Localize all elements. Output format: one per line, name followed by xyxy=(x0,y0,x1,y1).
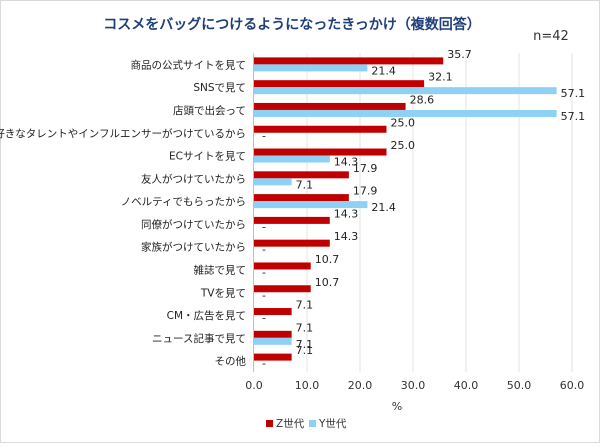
legend-swatch-y xyxy=(309,420,316,427)
bar-y-generation xyxy=(254,178,292,186)
data-label: 17.9 xyxy=(353,185,378,198)
x-tick-label: 0.0 xyxy=(245,379,263,392)
bar-z-generation xyxy=(254,57,444,65)
data-label: 7.1 xyxy=(296,321,314,334)
data-label: - xyxy=(262,129,266,142)
bar-z-generation xyxy=(254,262,311,270)
bar-z-generation xyxy=(254,239,330,247)
data-label: 10.7 xyxy=(315,276,340,289)
category-label: 家族がつけていたから xyxy=(141,241,246,254)
data-label: - xyxy=(262,266,266,279)
x-tick-label: 20.0 xyxy=(348,379,373,392)
category-labels: 商品の公式サイトを見て SNSで見て店頭で出会って好きなタレントやインフルエンサー… xyxy=(0,58,246,367)
data-label: 28.6 xyxy=(410,93,435,106)
data-label: 7.1 xyxy=(296,344,314,357)
legend: Z世代 Y世代 xyxy=(266,418,347,430)
data-label: 32.1 xyxy=(428,71,453,84)
category-label: 好きなタレントやインフルエンサーがつけているから xyxy=(0,127,246,140)
category-label: 商品の公式サイトを見て xyxy=(131,58,247,71)
x-axis-ticks: 0.0 10.0 20.0 30.0 40.0 50.0 60.0 xyxy=(245,379,584,392)
bar-z-generation xyxy=(254,102,406,110)
x-axis-title: % xyxy=(392,400,402,413)
data-label: 14.3 xyxy=(334,156,359,169)
bar-y-generation xyxy=(254,64,368,72)
data-labels: 35.721.4 32.157.128.657.125.0-25.014.317.… xyxy=(262,48,585,370)
data-label: - xyxy=(262,357,266,370)
bar-z-generation xyxy=(254,125,387,133)
bar-z-generation xyxy=(254,330,292,338)
chart-title: コスメをバッグにつけるようになったきっかけ（複数回答） xyxy=(103,16,480,33)
legend-swatch-z xyxy=(266,420,273,427)
data-label: - xyxy=(262,289,266,302)
category-label: CM・広告を見て xyxy=(167,309,246,322)
category-label: SNSで見て xyxy=(193,82,246,94)
x-tick-label: 30.0 xyxy=(401,379,426,392)
category-label: 雑誌で見て xyxy=(194,263,247,276)
data-label: - xyxy=(262,312,266,325)
data-label: 14.3 xyxy=(334,230,359,243)
category-label: ノベルティでもらったから xyxy=(121,196,246,208)
data-label: - xyxy=(262,220,266,233)
bar-y-generation xyxy=(254,337,292,345)
data-label: 10.7 xyxy=(315,253,340,266)
category-label: その他 xyxy=(215,355,247,368)
bar-z-generation xyxy=(254,171,349,179)
data-label: 7.1 xyxy=(296,299,314,312)
data-label: 21.4 xyxy=(371,64,396,77)
category-label: 店頭で出会って xyxy=(173,104,246,117)
data-label: 17.9 xyxy=(353,162,378,175)
data-label: 14.3 xyxy=(334,207,359,220)
x-tick-label: 50.0 xyxy=(507,379,532,392)
data-label: 21.4 xyxy=(371,201,396,214)
bar-y-generation xyxy=(254,155,330,163)
x-tick-label: 60.0 xyxy=(560,379,585,392)
data-label: 7.1 xyxy=(296,178,314,191)
bar-y-generation xyxy=(254,201,368,209)
category-label: TVを見て xyxy=(200,287,246,299)
data-label: 25.0 xyxy=(391,139,416,152)
bar-y-generation xyxy=(254,87,557,95)
sample-size-note: n=42 xyxy=(533,29,569,44)
category-label: ニュース記事で見て xyxy=(152,332,246,345)
category-label: 友人がつけていたから xyxy=(141,172,246,185)
bar-z-generation xyxy=(254,308,292,316)
bar-z-generation xyxy=(254,148,387,156)
category-label: ECサイトを見て xyxy=(169,151,246,163)
data-label: 25.0 xyxy=(391,116,416,129)
legend-label-z: Z世代 xyxy=(276,418,305,430)
bar-y-generation xyxy=(254,109,557,117)
x-tick-label: 40.0 xyxy=(454,379,479,392)
category-label: 同僚がつけていたから xyxy=(141,218,246,231)
x-tick-label: 10.0 xyxy=(295,379,320,392)
data-label: 57.1 xyxy=(561,87,586,100)
bar-z-generation xyxy=(254,353,292,361)
legend-label-y: Y世代 xyxy=(318,418,347,430)
bar-z-generation xyxy=(254,285,311,293)
data-label: 35.7 xyxy=(447,48,472,61)
data-label: 57.1 xyxy=(561,110,586,123)
data-label: 7.1 xyxy=(296,338,314,351)
data-label: - xyxy=(262,243,266,256)
bar-z-generation xyxy=(254,216,330,224)
bar-z-generation xyxy=(254,80,425,88)
bar-z-generation xyxy=(254,194,349,202)
bars xyxy=(254,57,557,361)
